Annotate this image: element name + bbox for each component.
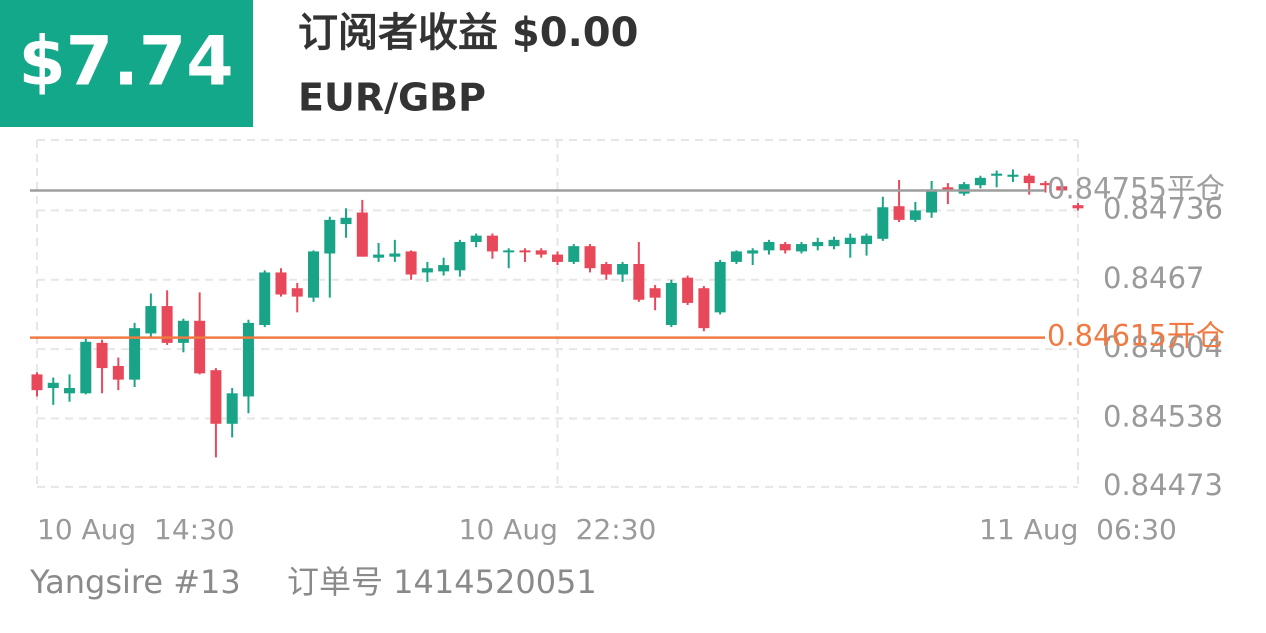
candle-body xyxy=(747,250,759,254)
x-tick-label: 10 Aug 22:30 xyxy=(459,513,657,546)
candle-body xyxy=(1007,174,1019,177)
reference-label: 0.84755平仓 xyxy=(1047,171,1225,205)
candle-body xyxy=(877,207,889,239)
candle-body xyxy=(438,265,450,272)
candle-body xyxy=(844,237,856,245)
candle-body xyxy=(1039,183,1051,186)
candle-body xyxy=(503,250,515,253)
y-tick-label: 0.84538 xyxy=(1103,400,1223,434)
candle-body xyxy=(275,272,287,295)
candle-body xyxy=(779,244,791,251)
account: Yangsire #13 xyxy=(29,563,241,601)
candle-body xyxy=(470,235,482,242)
candle-body xyxy=(1023,175,1035,184)
candle-body xyxy=(340,217,352,225)
candle-body xyxy=(31,374,43,391)
candle-body xyxy=(1072,205,1084,209)
candle-body xyxy=(584,246,596,269)
candle-body xyxy=(552,254,563,262)
candle-body xyxy=(486,235,498,252)
candle-body xyxy=(64,388,76,394)
candle-body xyxy=(714,261,726,313)
candle-body xyxy=(519,250,531,253)
candle-body xyxy=(47,382,59,389)
subtitle: EUR/GBP xyxy=(298,76,486,120)
candle-body xyxy=(812,241,824,247)
candle-body xyxy=(861,235,873,245)
candle-body xyxy=(763,241,775,251)
candle-body xyxy=(828,239,840,247)
candle-body xyxy=(259,272,271,325)
candle-body xyxy=(373,254,385,258)
candle-body xyxy=(194,320,206,374)
y-tick-label: 0.84604 xyxy=(1103,330,1223,364)
candle-body xyxy=(730,251,742,262)
candle-body xyxy=(161,306,173,343)
badge xyxy=(0,0,253,127)
candle-body xyxy=(291,288,303,297)
candle-body xyxy=(958,184,970,194)
candle-body xyxy=(356,212,368,257)
y-tick-label: 0.84473 xyxy=(1103,468,1223,502)
reference-label: 0.84615开仓 xyxy=(1047,319,1225,353)
candle-body xyxy=(665,282,677,325)
title: 订阅者收益 $0.00 xyxy=(298,10,638,56)
candle-body xyxy=(129,328,141,380)
plot: 0.84473 0.84538 0.84604 0.8467 0.84736 10 Aug… xyxy=(30,139,1225,546)
candle-body xyxy=(145,306,157,334)
candle-body xyxy=(600,264,612,275)
candle-body xyxy=(1056,186,1068,191)
badge-value: $7.74 xyxy=(18,23,233,102)
candle-body xyxy=(893,206,905,220)
candle-body xyxy=(308,251,320,298)
candle-body xyxy=(389,253,401,257)
candle-body xyxy=(80,341,92,394)
candle-body xyxy=(617,264,629,275)
candle-body xyxy=(682,277,694,303)
candle-body xyxy=(942,187,954,191)
candle-body xyxy=(795,244,807,252)
candle-body xyxy=(454,241,466,271)
candle-body xyxy=(535,250,547,255)
candle-body xyxy=(112,365,124,380)
candle-body xyxy=(568,246,580,262)
candle-body xyxy=(974,177,986,186)
candle-body xyxy=(177,320,189,343)
candle-body xyxy=(210,370,222,424)
candle-body xyxy=(649,288,661,298)
x-tick-label: 11 Aug 06:30 xyxy=(979,513,1177,546)
order-number: 订单号 1414520051 xyxy=(287,563,597,601)
candle-body xyxy=(324,219,336,254)
y-tick-label: 0.8467 xyxy=(1103,261,1204,295)
candle-body xyxy=(405,251,417,275)
y-tick-label: 0.84736 xyxy=(1103,191,1223,225)
candle-body xyxy=(242,322,254,397)
candle-body xyxy=(926,189,938,213)
candle-body xyxy=(698,288,710,329)
candle-body xyxy=(991,173,1003,176)
candle-body xyxy=(421,268,433,273)
x-tick-label: 10 Aug 14:30 xyxy=(37,513,235,546)
candle-body xyxy=(633,264,645,300)
candle-body xyxy=(96,342,108,369)
candle-body xyxy=(909,210,921,220)
candle-body xyxy=(226,393,238,424)
